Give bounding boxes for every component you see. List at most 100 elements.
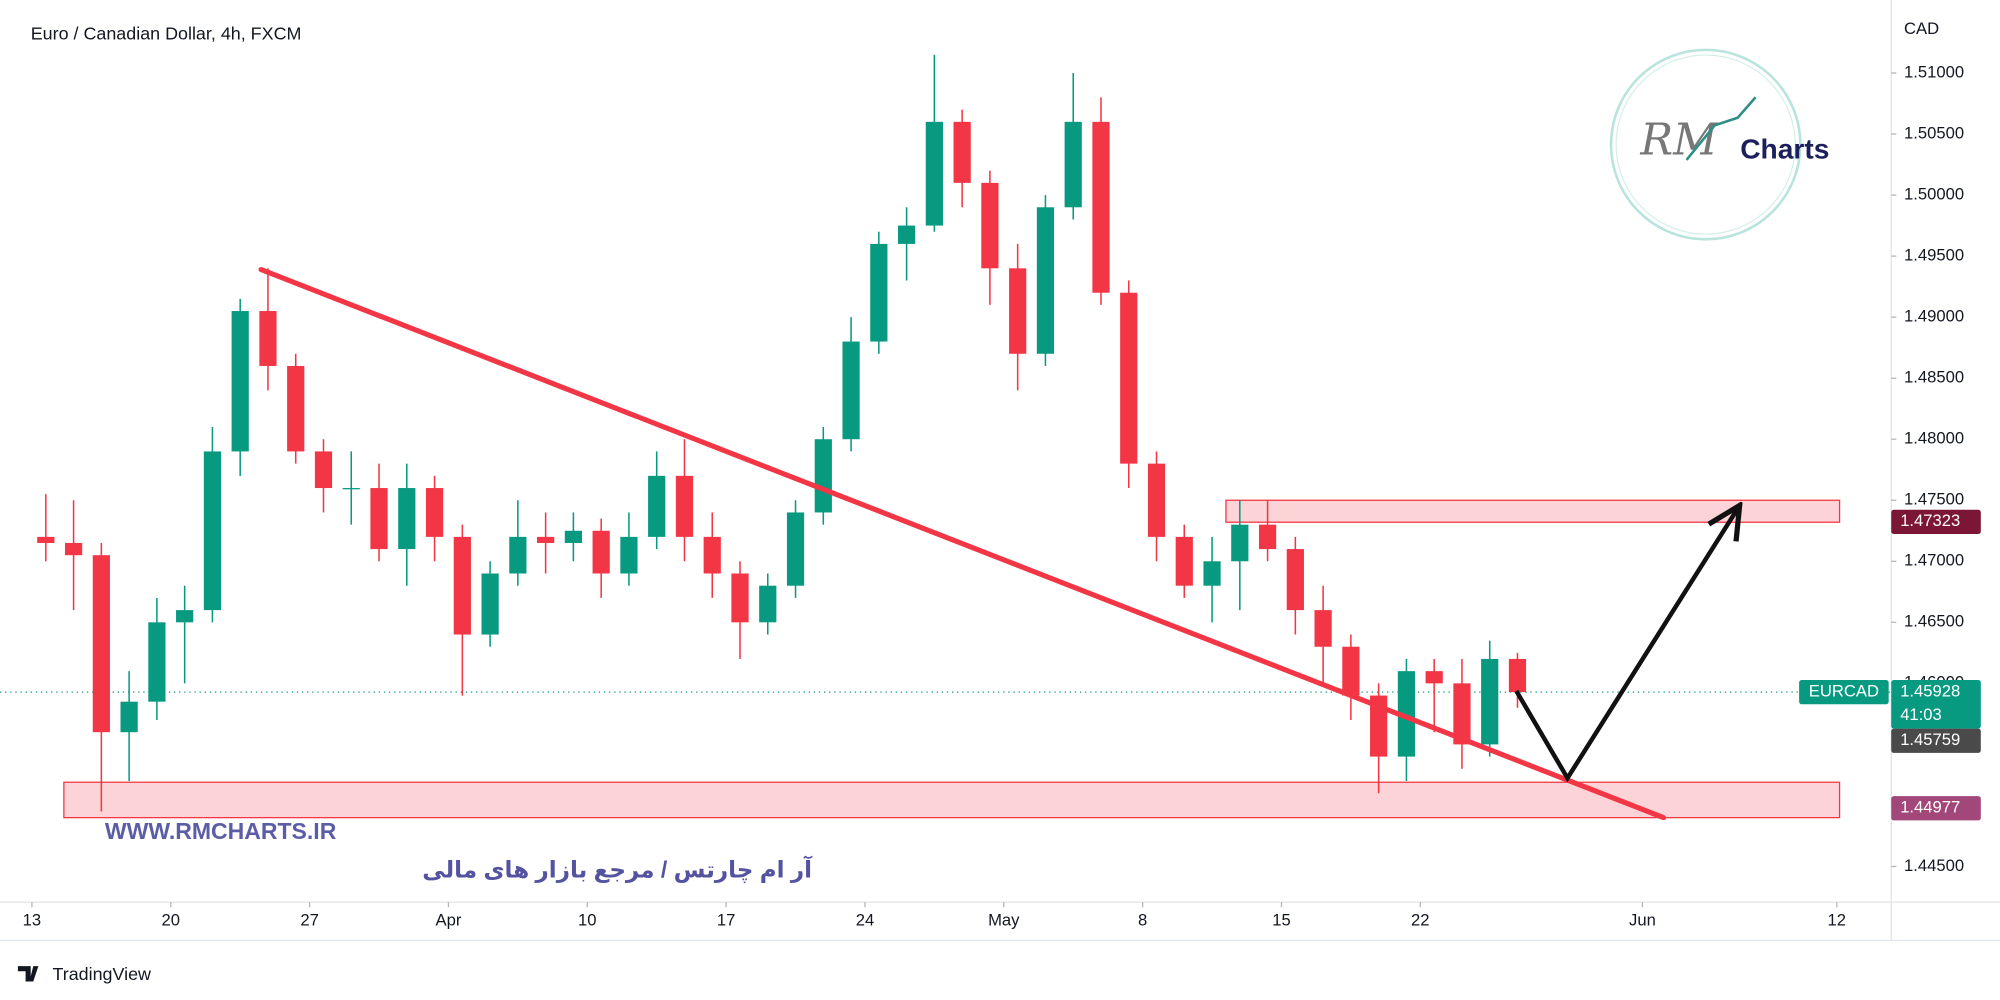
candle-body (675, 475, 694, 537)
candle-body (1147, 463, 1166, 537)
candle-body (1425, 671, 1443, 684)
logo-ring (1615, 54, 1796, 235)
candle-body (1120, 292, 1138, 464)
currency-label: CAD (1904, 19, 1939, 38)
candle-body (370, 488, 388, 550)
y-tick-label: 1.47000 (1904, 551, 1964, 570)
candle-body (287, 365, 305, 452)
candle-body (314, 451, 333, 489)
candle-body (64, 542, 83, 556)
symbol-label: EURCAD (1809, 682, 1879, 701)
x-tick-label: May (988, 911, 1020, 930)
candle-body (481, 573, 499, 635)
candle-body (842, 341, 860, 440)
candle-body (203, 451, 222, 611)
plot-area (0, 54, 1892, 821)
x-tick-label: 24 (856, 911, 875, 930)
candle-body (453, 536, 471, 635)
candle-body (1036, 207, 1055, 354)
candle-body (176, 610, 194, 623)
candle-body (398, 488, 416, 550)
logo-word: Charts (1740, 133, 1829, 164)
logo-script: RM (1639, 115, 1719, 165)
candle-body (897, 225, 916, 244)
candle-body (1064, 121, 1082, 208)
projection-arrow (1514, 505, 1739, 783)
price-label-box (1891, 796, 1981, 821)
x-tick-label: 8 (1138, 911, 1147, 930)
price-label-box (1891, 679, 1981, 729)
candle-body (731, 573, 749, 623)
x-tick-label: 12 (1828, 911, 1847, 930)
candle-body (703, 536, 721, 574)
candle-body (620, 536, 638, 574)
candle-body (1370, 695, 1388, 757)
candle-body (1314, 610, 1332, 647)
candle-body (953, 121, 971, 183)
x-tick-label: Jun (1629, 911, 1656, 930)
candle-body (1203, 561, 1221, 586)
price-label-value: 1.45759 (1900, 730, 1960, 749)
zone (63, 781, 1841, 819)
candle-body (1508, 658, 1527, 693)
x-tick-label: 15 (1272, 911, 1291, 930)
symbol-title: Euro / Canadian Dollar, 4h, FXCM (31, 23, 302, 43)
candle-body (148, 622, 166, 702)
candle-body (981, 182, 999, 269)
price-label-value: 1.45928 (1900, 682, 1960, 701)
x-tick-label: 22 (1411, 911, 1430, 930)
candle-body (786, 512, 805, 586)
candle-body (592, 530, 610, 574)
x-tick-label: 13 (23, 911, 42, 930)
y-tick-label: 1.47500 (1904, 490, 1964, 509)
candle-body (1092, 121, 1110, 293)
candle-body (537, 536, 555, 543)
y-tick-label: 1.44500 (1904, 856, 1964, 875)
candle-body (648, 475, 666, 537)
candle-body (1481, 658, 1499, 745)
y-tick-label: 1.48000 (1904, 429, 1964, 448)
x-tick-label: Apr (436, 911, 462, 930)
candle-body (1397, 671, 1416, 757)
candle-body (814, 439, 832, 513)
candle-body (1009, 268, 1027, 354)
candle-body (1453, 683, 1471, 745)
candle-body (342, 488, 360, 490)
watermark-site: WWW.RMCHARTS.IR (105, 818, 337, 844)
candle-body (259, 311, 277, 366)
y-tick-label: 1.50500 (1904, 123, 1964, 142)
candle-body (925, 121, 943, 226)
candle-body (1342, 646, 1360, 696)
logo: RM Charts (1609, 48, 1829, 241)
candle-body (120, 701, 138, 733)
candle-body (1231, 524, 1249, 562)
y-tick-label: 1.46500 (1904, 612, 1964, 631)
candle-body (759, 585, 777, 623)
watermark-tagline: آر ام چارتس / مرجع بازار های مالی (422, 854, 813, 883)
brand-icon (17, 966, 39, 982)
logo-ring (1609, 48, 1802, 241)
candle-body (1286, 549, 1304, 611)
price-label-box (1891, 728, 1981, 753)
price-labels: 1.47323 1.45928 41:03 EURCAD 1.45759 1.44977 (1799, 509, 1981, 821)
candle-body (870, 243, 888, 342)
symbol-label-box (1799, 679, 1889, 705)
y-tick-label: 1.50000 (1904, 184, 1964, 203)
x-tick-label: 17 (717, 911, 736, 930)
price-label-countdown: 41:03 (1900, 705, 1942, 724)
candle-body (564, 530, 583, 543)
footer: TradingView (17, 964, 151, 984)
candle-body (1175, 536, 1193, 586)
brand-name: TradingView (52, 964, 151, 984)
y-tick-label: 1.51000 (1904, 62, 1964, 81)
candle-body (425, 488, 444, 537)
candle-body (231, 311, 249, 452)
y-tick-label: 1.49000 (1904, 307, 1964, 326)
y-tick-label: 1.48500 (1904, 368, 1964, 387)
price-label-value: 1.44977 (1900, 798, 1960, 817)
logo-arrow (1685, 96, 1757, 161)
candle-body (509, 536, 527, 574)
x-tick-label: 10 (578, 911, 597, 930)
